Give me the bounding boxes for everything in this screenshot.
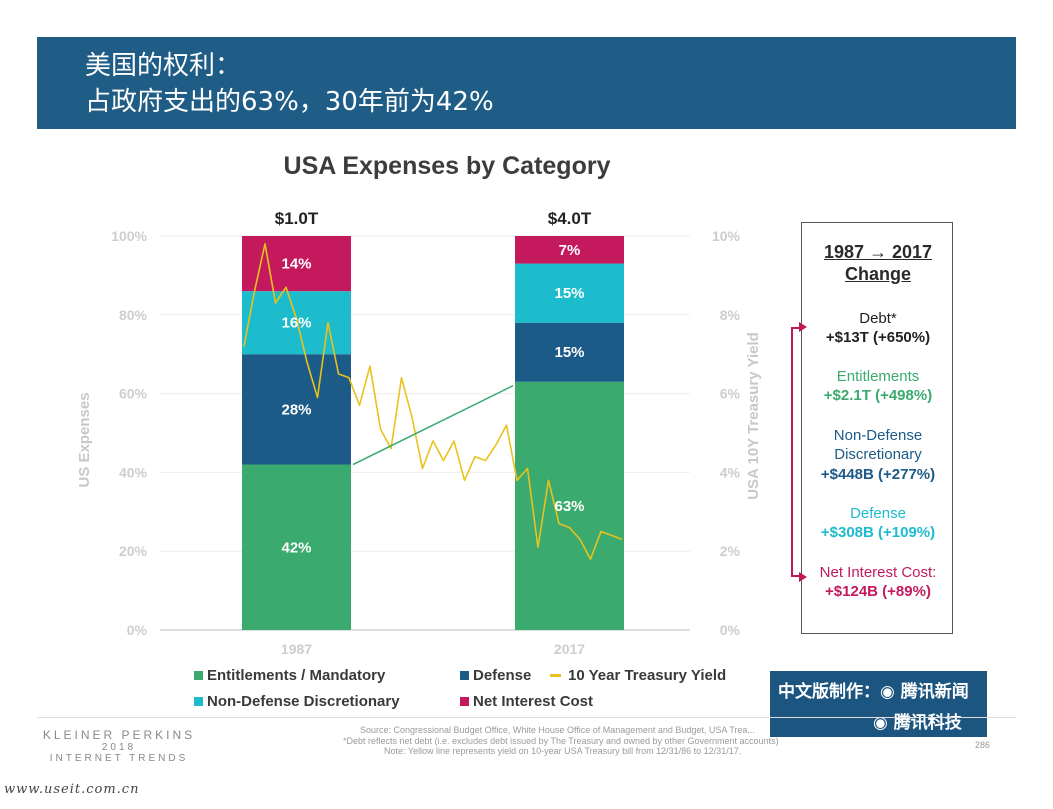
legend-label: Entitlements / Mandatory <box>207 667 386 684</box>
change-defense-label: Defense <box>850 505 906 522</box>
bar-value-label: 15% <box>554 285 584 302</box>
tencent-line2: ◉ 腾讯科技 <box>873 713 962 733</box>
y-tick-label: 0% <box>127 622 148 638</box>
page-title-line1: 美国的权利： <box>85 51 242 81</box>
stacked-bars <box>242 236 624 630</box>
legend-swatch <box>194 671 203 680</box>
bar-value-label: 15% <box>554 344 584 361</box>
bar-value-label: 14% <box>281 256 311 273</box>
legend-swatch <box>460 671 469 680</box>
change-heading-line1: 1987 → 2017 <box>823 242 933 262</box>
legend-swatch <box>460 697 469 706</box>
brand-line2: 2018 <box>101 742 137 753</box>
legend-label: 10 Year Treasury Yield <box>568 667 727 684</box>
title-banner <box>37 37 1016 129</box>
tencent-badge: 中文版制作：◉ 腾讯新闻 ◉ 腾讯科技 <box>770 671 987 737</box>
brand-line1: KLEINER PERKINS <box>42 728 196 742</box>
axis-ticks: 0% 20% 40% 60% 80% 100% 0% 2% 4% 6% 8% 10% 1987 2017 <box>111 228 740 657</box>
bar-segment <box>242 464 351 630</box>
bracket-arrow-bottom-icon <box>799 572 807 582</box>
bar-value-label: 63% <box>554 498 584 515</box>
change-bracket <box>791 327 799 577</box>
tencent-line1: 中文版制作：◉ 腾讯新闻 <box>778 682 969 702</box>
change-entitlements-label: Entitlements <box>836 368 920 385</box>
y2-tick-label: 4% <box>720 464 741 480</box>
change-defense-value: +$308B (+109%) <box>820 524 936 541</box>
footer-source: Source: Congressional Budget Office, Whi… <box>360 725 755 735</box>
y-tick-label: 20% <box>119 543 148 559</box>
change-entitlements-value: +$2.1T (+498%) <box>823 387 933 404</box>
footer-yield-note: Note: Yellow line represents yield on 10… <box>384 746 742 756</box>
x-tick-label: 1987 <box>281 641 312 657</box>
legend-net-interest: Net Interest Cost <box>460 693 593 710</box>
y-axis-title: US Expenses <box>76 392 93 487</box>
page-number: 286 <box>975 740 991 750</box>
y-tick-label: 80% <box>119 307 148 323</box>
footer-debt-note: *Debt reflects net debt (i.e. excludes d… <box>343 736 779 746</box>
change-interest-label: Net Interest Cost: <box>819 564 937 581</box>
y-tick-label: 60% <box>119 386 148 402</box>
bar-segment <box>242 354 351 465</box>
brand-line3: INTERNET TRENDS <box>49 753 189 764</box>
chart-title: USA Expenses by Category <box>284 152 611 180</box>
bar-segment <box>515 322 624 382</box>
legend-entitlements: Entitlements / Mandatory <box>194 667 385 684</box>
legend-non-defense: Non-Defense Discretionary <box>194 693 400 710</box>
trend-line <box>352 385 514 466</box>
bar-value-label: 7% <box>559 242 581 259</box>
treasury-yield-line <box>243 243 623 560</box>
watermark-url: www.useit.com.cn <box>4 782 140 797</box>
y2-tick-label: 2% <box>720 543 741 559</box>
y-tick-label: 40% <box>119 464 148 480</box>
y2-axis-title: USA 10Y Treasury Yield <box>745 332 762 500</box>
legend-defense: Defense <box>460 667 531 684</box>
change-summary-box: 1987 → 2017 Change Debt* +$13T (+650%) E… <box>801 222 953 634</box>
bar-total-label: $4.0T <box>548 209 592 228</box>
y2-tick-label: 8% <box>720 307 741 323</box>
bar-segment <box>515 236 624 264</box>
change-nondefense-label: Non-Defense <box>833 427 923 444</box>
change-nondefense-label2: Discretionary <box>834 446 922 463</box>
change-interest-value: +$124B (+89%) <box>825 583 931 600</box>
y2-tick-label: 10% <box>712 228 741 244</box>
change-heading-line2: Change <box>844 264 911 284</box>
legend-line-swatch <box>550 674 561 677</box>
y2-tick-label: 0% <box>720 622 741 638</box>
legend-label: Non-Defense Discretionary <box>207 693 400 710</box>
y2-tick-label: 6% <box>720 386 741 402</box>
change-debt-label: Debt* <box>859 310 897 327</box>
change-nondefense-value: +$448B (+277%) <box>820 466 936 483</box>
bracket-arrow-top-icon <box>799 322 807 332</box>
legend-label: Net Interest Cost <box>473 693 594 710</box>
legend-treasury-yield: 10 Year Treasury Yield <box>550 667 726 684</box>
bar-value-label: 16% <box>281 315 311 332</box>
bar-value-label: 28% <box>281 401 311 418</box>
bar-segment <box>515 263 624 323</box>
bar-total-label: $1.0T <box>275 209 319 228</box>
bar-value-label: 42% <box>281 539 311 556</box>
bar-labels: 42% 28% 16% 14% $1.0T 63% 15% 15% 7% $4.0T <box>275 209 592 556</box>
legend-swatch <box>194 697 203 706</box>
y-tick-label: 100% <box>111 228 147 244</box>
line-series <box>243 243 623 560</box>
page-title-line2: 占政府支出的63%，30年前为42% <box>85 87 494 117</box>
legend-label: Defense <box>473 667 532 684</box>
footer-divider <box>37 717 1016 718</box>
change-debt-value: +$13T (+650%) <box>825 329 931 346</box>
x-tick-label: 2017 <box>554 641 585 657</box>
